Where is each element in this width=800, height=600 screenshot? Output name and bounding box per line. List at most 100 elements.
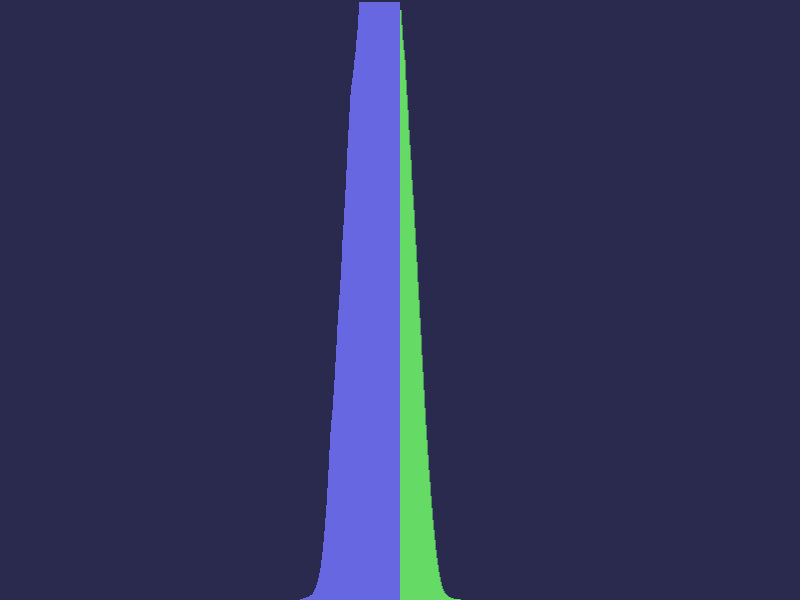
right-bar: [423, 390, 425, 600]
left-bar: [359, 2, 400, 600]
right-bar: [418, 300, 420, 600]
right-bar: [406, 95, 408, 600]
right-bar: [430, 496, 432, 600]
left-bar: [304, 598, 306, 600]
left-bar: [319, 573, 321, 600]
right-bar: [434, 540, 436, 600]
left-bar: [351, 85, 353, 600]
right-bar: [427, 455, 429, 600]
left-bar: [308, 597, 310, 600]
right-bar: [435, 550, 437, 600]
left-bar: [358, 15, 360, 600]
left-bar: [323, 542, 325, 600]
left-bar: [311, 595, 313, 600]
right-bar: [432, 520, 434, 600]
left-bar: [327, 488, 329, 600]
right-bar: [447, 596, 449, 600]
right-bar: [452, 598, 454, 600]
left-bar: [342, 240, 344, 600]
left-bar: [330, 432, 332, 600]
left-bar: [353, 70, 355, 600]
left-bar: [348, 130, 350, 600]
right-bar: [422, 372, 424, 600]
right-bar: [449, 597, 451, 600]
left-bar: [355, 52, 357, 600]
left-bar: [334, 380, 336, 600]
right-bar: [400, 10, 402, 600]
left-bar: [322, 552, 324, 600]
left-bar: [312, 594, 314, 600]
left-bar: [357, 30, 359, 600]
right-series-bars: [400, 10, 461, 600]
right-bar: [446, 595, 448, 600]
left-bar: [315, 588, 317, 600]
left-bar: [347, 148, 349, 600]
right-bar: [431, 508, 433, 600]
left-bar: [337, 325, 339, 600]
left-bar: [352, 78, 354, 600]
right-bar: [420, 335, 422, 600]
left-bar: [336, 345, 338, 600]
left-bar: [316, 585, 318, 600]
right-bar: [450, 598, 452, 600]
right-bar: [425, 425, 427, 600]
right-bar: [451, 598, 453, 600]
left-series-bars: [300, 2, 400, 600]
left-bar: [325, 518, 327, 600]
left-bar: [340, 280, 342, 600]
right-bar: [448, 597, 450, 600]
left-bar: [306, 597, 308, 600]
left-bar: [313, 592, 315, 600]
left-bar: [328, 470, 330, 600]
left-bar: [309, 596, 311, 600]
left-bar: [321, 560, 323, 600]
left-bar: [329, 450, 331, 600]
right-bar: [412, 195, 414, 600]
right-bar: [426, 440, 428, 600]
right-bar: [438, 572, 440, 600]
right-bar: [419, 318, 421, 600]
right-bar: [436, 558, 438, 600]
right-bar: [443, 591, 445, 600]
left-bar: [345, 190, 347, 600]
right-bar: [433, 530, 435, 600]
left-bar: [341, 262, 343, 600]
left-bar: [344, 208, 346, 600]
right-bar: [401, 25, 403, 600]
right-bar: [424, 408, 426, 600]
left-bar: [317, 582, 319, 600]
left-bar: [356, 40, 358, 600]
left-bar: [333, 395, 335, 600]
right-bar: [444, 593, 446, 600]
right-bar: [416, 262, 418, 600]
right-bar: [409, 145, 411, 600]
right-bar: [402, 40, 404, 600]
right-bar: [414, 228, 416, 600]
right-bar: [405, 80, 407, 600]
right-bar: [439, 577, 441, 600]
right-bar: [415, 245, 417, 600]
right-bar: [428, 470, 430, 600]
right-bar: [411, 180, 413, 600]
right-bar: [410, 160, 412, 600]
left-bar: [318, 578, 320, 600]
left-bar: [326, 505, 328, 600]
left-bar: [349, 112, 351, 600]
right-bar: [417, 282, 419, 600]
right-bar: [437, 565, 439, 600]
left-bar: [303, 598, 305, 600]
left-bar: [310, 595, 312, 600]
left-bar: [338, 310, 340, 600]
right-bar: [442, 589, 444, 600]
left-bar: [343, 225, 345, 600]
right-bar: [421, 355, 423, 600]
left-bar: [339, 295, 341, 600]
right-bar: [407, 110, 409, 600]
left-bar: [307, 597, 309, 600]
left-bar: [350, 95, 352, 600]
left-bar: [320, 568, 322, 600]
left-bar: [324, 531, 326, 600]
right-bar: [404, 60, 406, 600]
